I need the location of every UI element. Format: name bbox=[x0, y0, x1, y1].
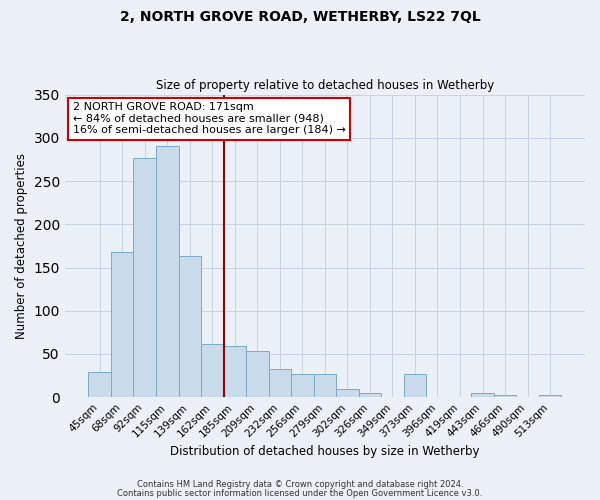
Text: Contains HM Land Registry data © Crown copyright and database right 2024.: Contains HM Land Registry data © Crown c… bbox=[137, 480, 463, 489]
Text: 2 NORTH GROVE ROAD: 171sqm
← 84% of detached houses are smaller (948)
16% of sem: 2 NORTH GROVE ROAD: 171sqm ← 84% of deta… bbox=[73, 102, 346, 136]
Bar bbox=[179, 256, 201, 397]
Bar bbox=[201, 344, 224, 397]
Y-axis label: Number of detached properties: Number of detached properties bbox=[15, 153, 28, 339]
X-axis label: Distribution of detached houses by size in Wetherby: Distribution of detached houses by size … bbox=[170, 444, 479, 458]
Text: Contains public sector information licensed under the Open Government Licence v3: Contains public sector information licen… bbox=[118, 488, 482, 498]
Bar bbox=[539, 394, 562, 397]
Bar bbox=[359, 393, 381, 397]
Bar bbox=[291, 374, 314, 397]
Bar bbox=[246, 352, 269, 397]
Bar bbox=[133, 158, 156, 397]
Bar bbox=[314, 374, 336, 397]
Title: Size of property relative to detached houses in Wetherby: Size of property relative to detached ho… bbox=[156, 79, 494, 92]
Bar bbox=[224, 346, 246, 397]
Bar bbox=[494, 394, 517, 397]
Bar bbox=[404, 374, 426, 397]
Bar bbox=[269, 368, 291, 397]
Bar bbox=[471, 393, 494, 397]
Bar bbox=[88, 372, 111, 397]
Bar bbox=[336, 388, 359, 397]
Bar bbox=[111, 252, 133, 397]
Bar bbox=[156, 146, 179, 397]
Text: 2, NORTH GROVE ROAD, WETHERBY, LS22 7QL: 2, NORTH GROVE ROAD, WETHERBY, LS22 7QL bbox=[119, 10, 481, 24]
